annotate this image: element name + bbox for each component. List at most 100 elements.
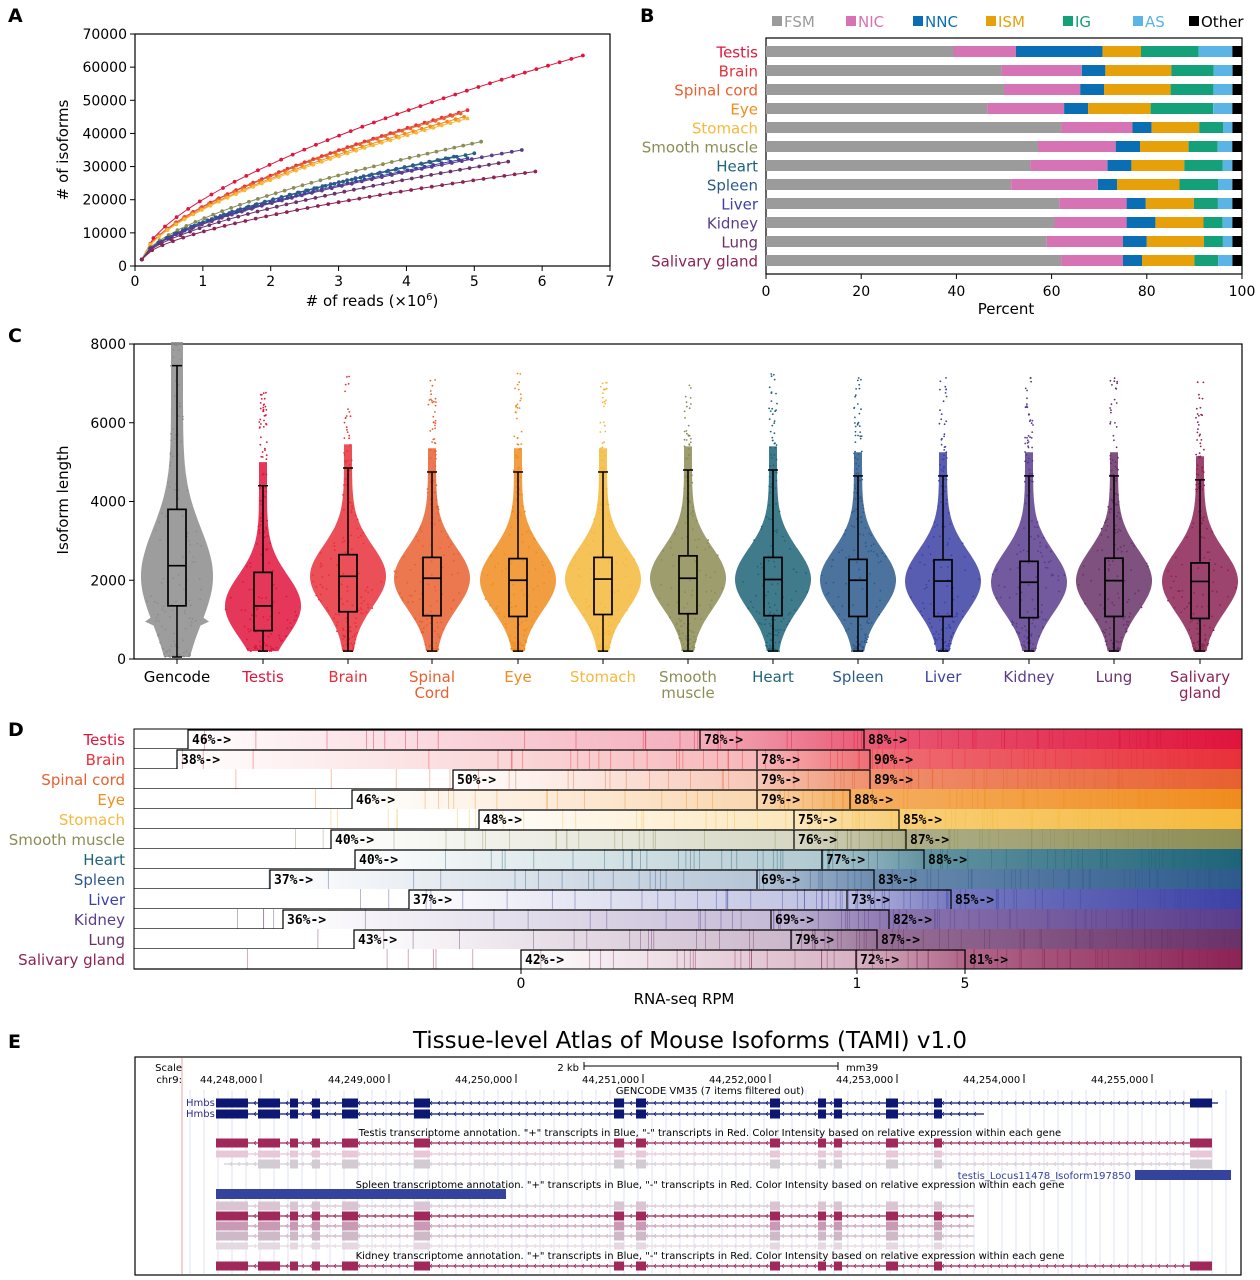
transcript-strand-arrow — [845, 1100, 849, 1106]
spleen-track-label: Spleen transcriptome annotation. "+" tra… — [356, 1180, 1065, 1191]
transcript-exon — [886, 1211, 898, 1221]
panel-b-x-tick-label: 0 — [762, 284, 771, 300]
transcript-strand-arrow — [469, 1100, 473, 1106]
panel-c-point — [513, 593, 515, 596]
panel-d-x-tick-label: 1 — [853, 976, 862, 992]
panel-c-point — [924, 587, 926, 590]
panel-c-point — [259, 645, 262, 648]
transcript-exon — [834, 1201, 842, 1211]
transcript-strand-arrow — [1101, 1100, 1105, 1106]
transcript-strand-arrow — [1125, 1140, 1129, 1146]
panel-c-point — [862, 646, 865, 649]
panel-c-point — [1117, 511, 1120, 514]
panel-c-point — [1196, 381, 1199, 384]
panel-c-point — [1196, 605, 1198, 608]
panel-c-point — [1063, 574, 1066, 577]
gene-label-hmbs-1[interactable]: Hmbs — [186, 1098, 215, 1109]
panel-c-point — [943, 490, 946, 493]
transcript-strand-arrow — [365, 1223, 369, 1229]
panel-b-bar-segment-fsm — [766, 217, 1055, 228]
transcript-strand-arrow — [541, 1151, 545, 1157]
panel-c-point — [775, 648, 777, 651]
transcript-strand-arrow — [965, 1161, 969, 1167]
panel-c-point — [346, 450, 349, 452]
panel-c-point — [1120, 550, 1123, 553]
panel-c-point — [265, 528, 268, 531]
gene-label-hmbs-2[interactable]: Hmbs — [186, 1109, 215, 1120]
transcript-strand-arrow — [549, 1111, 553, 1117]
transcript-strand-arrow — [533, 1203, 537, 1209]
spleen-transcript-3[interactable] — [216, 1221, 974, 1231]
transcript-strand-arrow — [805, 1161, 809, 1167]
panel-c-point — [173, 438, 176, 440]
transcript-exon — [886, 1201, 898, 1211]
panel-c-point — [945, 478, 948, 481]
transcript-strand-arrow — [253, 1140, 257, 1146]
transcript-strand-arrow — [1061, 1100, 1065, 1106]
panel-c-point — [1200, 647, 1203, 650]
panel-c-point — [612, 631, 615, 633]
panel-c-point — [393, 570, 396, 573]
highlight-isoform-label[interactable]: testis_Locus11478_Isoform197850 — [958, 1171, 1131, 1182]
panel-c-point — [484, 598, 487, 600]
panel-b-bar-segment-ig — [1193, 198, 1218, 209]
panel-b-bar-segment-ism — [1104, 84, 1171, 95]
transcript-strand-arrow — [661, 1100, 665, 1106]
panel-c-point — [1096, 549, 1099, 552]
transcript-strand-arrow — [677, 1151, 681, 1157]
transcript-strand-arrow — [877, 1203, 881, 1209]
transcript-strand-arrow — [253, 1111, 257, 1117]
panel-a-line — [141, 149, 522, 260]
transcript-strand-arrow — [285, 1111, 289, 1117]
spleen-transcript-4[interactable] — [216, 1231, 974, 1241]
panel-c-point — [1128, 615, 1131, 618]
panel-c-point — [157, 613, 159, 616]
gencode-transcript-2[interactable] — [216, 1109, 984, 1119]
gencode-transcript-1[interactable] — [216, 1098, 1218, 1108]
panel-c-point — [692, 631, 695, 633]
transcript-strand-arrow — [701, 1111, 705, 1117]
panel-c-point — [777, 582, 779, 585]
panel-c-point — [1215, 591, 1218, 593]
panel-c-point — [695, 519, 698, 522]
panel-c-point — [858, 412, 861, 415]
panel-b-bar-segment-other — [1232, 141, 1242, 152]
transcript-strand-arrow — [629, 1233, 633, 1239]
transcript-strand-arrow — [253, 1223, 257, 1229]
panel-c-point — [515, 626, 518, 629]
panel-c-point — [1116, 382, 1118, 385]
panel-c-point — [862, 534, 865, 536]
panel-c-point — [333, 545, 336, 548]
highlight-isoform-transcript[interactable] — [1135, 1170, 1231, 1180]
panel-c-point — [1026, 610, 1029, 613]
panel-label-b: B — [640, 5, 654, 27]
transcript-strand-arrow — [469, 1161, 473, 1167]
spleen-blue-transcript[interactable] — [216, 1189, 506, 1199]
panel-c-box-iqr — [422, 556, 442, 617]
panel-c-point — [689, 397, 692, 399]
transcript-strand-arrow — [381, 1100, 385, 1106]
panel-c-point — [940, 468, 943, 471]
transcript-strand-arrow — [445, 1151, 449, 1157]
panel-c-point — [943, 446, 946, 448]
panel-c-point — [877, 561, 880, 564]
transcript-strand-arrow — [685, 1203, 689, 1209]
panel-d-percent-label: 85%-> — [955, 893, 994, 908]
testis-transcript-3[interactable] — [224, 1159, 1212, 1169]
transcript-strand-arrow — [765, 1203, 769, 1209]
panel-b-category-label: Spleen — [707, 177, 758, 195]
panel-c-point — [1201, 605, 1203, 608]
panel-c-point — [356, 518, 359, 521]
panel-c-point — [1116, 515, 1118, 518]
transcript-strand-arrow — [469, 1213, 473, 1219]
transcript-strand-arrow — [1109, 1140, 1113, 1146]
panel-c-point — [1015, 622, 1018, 625]
testis-transcript-2[interactable] — [216, 1150, 1212, 1158]
testis-transcript-1[interactable] — [216, 1138, 1212, 1148]
panel-b-bar-segment-other — [1232, 122, 1242, 133]
panel-c-point — [188, 539, 190, 542]
spleen-transcript-2[interactable] — [216, 1211, 974, 1221]
spleen-transcript-1[interactable] — [216, 1201, 974, 1211]
panel-c-point — [850, 525, 853, 527]
panel-c-point — [770, 486, 773, 489]
